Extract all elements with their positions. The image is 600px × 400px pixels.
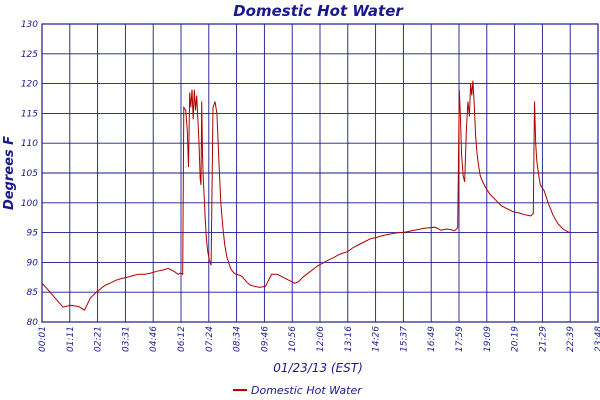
x-tick-label: 06:12 (177, 326, 187, 352)
x-tick-label: 01:11 (66, 326, 76, 352)
y-tick-label: 110 (21, 139, 38, 149)
y-tick-label: 130 (21, 20, 38, 30)
x-tick-label: 15:37 (399, 326, 409, 352)
y-tick-label: 90 (27, 258, 39, 268)
x-tick-label: 10:56 (288, 326, 298, 352)
x-tick-label: 13:16 (344, 326, 354, 352)
series-line-domestic-hot-water (41, 80, 570, 311)
x-tick-label: 12:06 (316, 326, 326, 352)
y-axis-label: Degrees F (2, 136, 17, 210)
y-tick-label: 95 (27, 229, 39, 239)
plot-border (41, 23, 599, 323)
y-tick-label: 100 (21, 199, 38, 209)
x-tick-label: 20:19 (511, 326, 521, 352)
x-tick-label: 14:26 (372, 326, 382, 352)
chart-title: Domestic Hot Water (233, 2, 404, 20)
legend: Domestic Hot Water (233, 384, 363, 397)
y-tick-labels: 80 85 90 95 100 105 110 115 120 125 130 (21, 20, 38, 328)
y-tick-label: 120 (21, 80, 38, 90)
y-tick-label: 105 (21, 169, 38, 179)
x-tick-label: 02:21 (94, 326, 104, 352)
x-tick-label: 08:34 (233, 326, 243, 352)
y-tick-label: 125 (21, 50, 38, 60)
x-tick-label: 09:46 (260, 326, 270, 352)
y-tick-label: 80 (27, 318, 39, 328)
x-tick-label: 00:01 (38, 326, 48, 352)
legend-label: Domestic Hot Water (251, 384, 363, 397)
x-tick-label: 22:39 (566, 326, 576, 352)
x-tick-label: 16:49 (427, 326, 437, 352)
y-tick-label: 85 (27, 288, 39, 298)
y-tick-label: 115 (21, 109, 38, 119)
x-tick-label: 04:46 (149, 326, 159, 352)
x-tick-label: 21:29 (538, 326, 548, 352)
x-tick-label: 17:59 (455, 326, 465, 352)
x-tick-label: 23:48 (594, 326, 600, 352)
x-tick-labels: 00:01 01:11 02:21 03:31 04:46 06:12 07:24 08:34… (38, 326, 600, 352)
x-axis-label: 01/23/13 (EST) (273, 361, 363, 375)
x-tick-label: 07:24 (205, 326, 215, 352)
x-tick-label: 19:09 (483, 326, 493, 352)
x-tick-label: 03:31 (121, 326, 131, 352)
